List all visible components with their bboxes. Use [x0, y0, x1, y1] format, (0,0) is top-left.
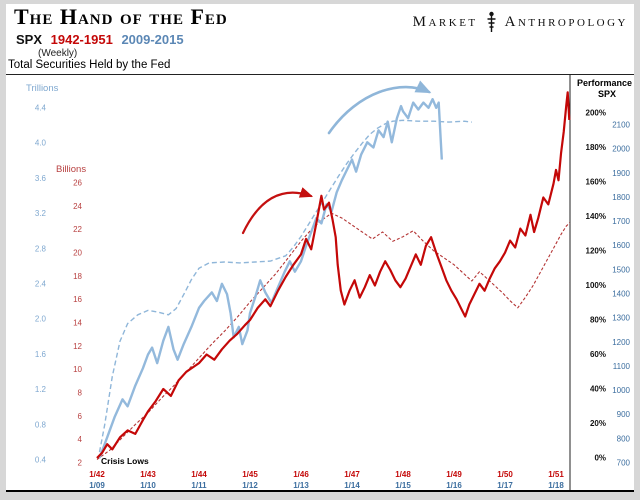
spx-price-tick-label: 1200: [612, 338, 630, 347]
spx-price-tick-label: 1500: [612, 265, 630, 274]
spx-price-tick-label: 2000: [612, 145, 630, 154]
x-tick-red: 1/51: [548, 470, 564, 479]
trillions-tick-label: 3.6: [35, 174, 47, 183]
performance-axis-title: Performance: [577, 78, 632, 88]
percent-tick-label: 80%: [590, 316, 606, 325]
billions-tick-label: 26: [73, 178, 82, 187]
billions-tick-label: 4: [78, 435, 83, 444]
trillions-tick-label: 3.2: [35, 209, 47, 218]
spx-price-tick-label: 1100: [613, 362, 631, 371]
trillions-tick-label: 0.4: [35, 456, 47, 465]
percent-tick-label: 60%: [590, 350, 606, 359]
x-tick-blue: 1/13: [293, 481, 309, 490]
x-tick-blue: 1/18: [548, 481, 564, 490]
percent-tick-label: 100%: [586, 281, 606, 290]
x-tick-red: 1/50: [497, 470, 513, 479]
x-tick-red: 1/45: [242, 470, 258, 479]
x-tick-blue: 1/16: [446, 481, 462, 490]
fed-ramp-arrow-blue: [327, 80, 432, 135]
subtitle-era-1942: 1942-1951: [50, 32, 113, 47]
chart-subtitle: SPX 1942-1951 2009-2015: [16, 32, 189, 47]
spx-price-tick-label: 1000: [612, 386, 630, 395]
trillions-tick-label: 2.8: [35, 244, 47, 253]
x-tick-blue: 1/11: [191, 481, 207, 490]
page-title: The Hand of the Fed: [14, 4, 228, 29]
x-tick-blue: 1/14: [344, 481, 360, 490]
spx-price-tick-label: 2100: [612, 121, 630, 130]
billions-tick-label: 6: [78, 412, 83, 421]
percent-tick-label: 40%: [590, 385, 606, 394]
billions-tick-label: 10: [73, 365, 82, 374]
frequency-label: (Weekly): [38, 48, 78, 59]
fed-securities-trillions-2009: [98, 119, 472, 453]
x-tick-blue: 1/15: [395, 481, 411, 490]
chart-panel: The Hand of the Fed Market Anthropology …: [6, 4, 634, 492]
x-tick-red: 1/47: [344, 470, 360, 479]
percent-tick-label: 0%: [594, 454, 606, 463]
spx-price-tick-label: 1900: [612, 169, 630, 178]
spx-price-tick-label: 1700: [612, 217, 630, 226]
billions-axis-title: Billions: [56, 164, 86, 175]
trillions-axis-title: Trillions: [26, 83, 59, 94]
spx-price-tick-label: 1600: [612, 241, 630, 250]
billions-tick-label: 18: [73, 272, 82, 281]
crisis-lows-annotation: Crisis Lows: [101, 456, 149, 466]
chart-header: The Hand of the Fed Market Anthropology …: [6, 4, 634, 75]
x-tick-red: 1/44: [191, 470, 207, 479]
fed-securities-billions-1942: [96, 212, 571, 460]
trillions-tick-label: 2.4: [35, 280, 47, 289]
brand-logo: Market Anthropology: [413, 11, 628, 33]
spx-price-tick-label: 800: [617, 434, 631, 443]
percent-tick-label: 160%: [586, 178, 606, 187]
x-tick-red: 1/43: [140, 470, 156, 479]
x-tick-red: 1/49: [446, 470, 462, 479]
section-title: Total Securities Held by the Fed: [8, 59, 171, 71]
spx-1942-1951: [96, 91, 571, 459]
billions-tick-label: 14: [73, 318, 82, 327]
axis-tick-labels: 4.44.03.63.22.82.42.01.61.20.80.42624222…: [35, 104, 631, 491]
trillions-tick-label: 2.0: [35, 315, 47, 324]
billions-tick-label: 20: [73, 248, 82, 257]
percent-tick-label: 120%: [586, 247, 606, 256]
billions-tick-label: 8: [78, 388, 83, 397]
x-tick-red: 1/42: [89, 470, 105, 479]
fed-ramp-arrow-red: [241, 187, 314, 235]
x-tick-blue: 1/17: [497, 481, 513, 490]
billions-tick-label: 12: [73, 342, 82, 351]
spx-2009-2015: [98, 98, 443, 459]
series-lines: [96, 91, 571, 460]
x-tick-blue: 1/12: [242, 481, 258, 490]
trillions-tick-label: 1.6: [35, 350, 47, 359]
subtitle-index: SPX: [16, 32, 43, 47]
x-tick-red: 1/46: [293, 470, 309, 479]
chart: 4.44.03.63.22.82.42.01.61.20.80.42624222…: [26, 75, 632, 491]
billions-tick-label: 16: [73, 295, 82, 304]
spx-price-tick-label: 900: [617, 410, 631, 419]
billions-tick-label: 2: [78, 459, 83, 468]
percent-tick-label: 180%: [586, 143, 606, 152]
spx-price-tick-label: 700: [617, 458, 631, 467]
percent-tick-label: 200%: [586, 109, 606, 118]
totem-logo-icon: [485, 11, 498, 33]
x-tick-blue: 1/09: [89, 481, 105, 490]
brand-word-market: Market: [412, 13, 478, 30]
subtitle-era-2009: 2009-2015: [121, 32, 184, 47]
annotation-arrows: [241, 80, 432, 235]
percent-tick-label: 20%: [590, 419, 606, 428]
trillions-tick-label: 0.8: [35, 420, 47, 429]
spx-price-tick-label: 1800: [612, 193, 630, 202]
x-tick-blue: 1/10: [140, 481, 156, 490]
trillions-tick-label: 4.4: [35, 104, 47, 113]
spx-price-tick-label: 1300: [612, 314, 630, 323]
billions-tick-label: 22: [73, 225, 82, 234]
trillions-tick-label: 1.2: [35, 385, 47, 394]
brand-word-anthropology: Anthropology: [504, 13, 628, 30]
percent-tick-label: 140%: [586, 212, 606, 221]
x-tick-red: 1/48: [395, 470, 411, 479]
trillions-tick-label: 4.0: [35, 139, 47, 148]
spx-price-tick-label: 1400: [612, 289, 630, 298]
billions-tick-label: 24: [73, 202, 82, 211]
spx-axis-title: SPX: [598, 89, 616, 99]
